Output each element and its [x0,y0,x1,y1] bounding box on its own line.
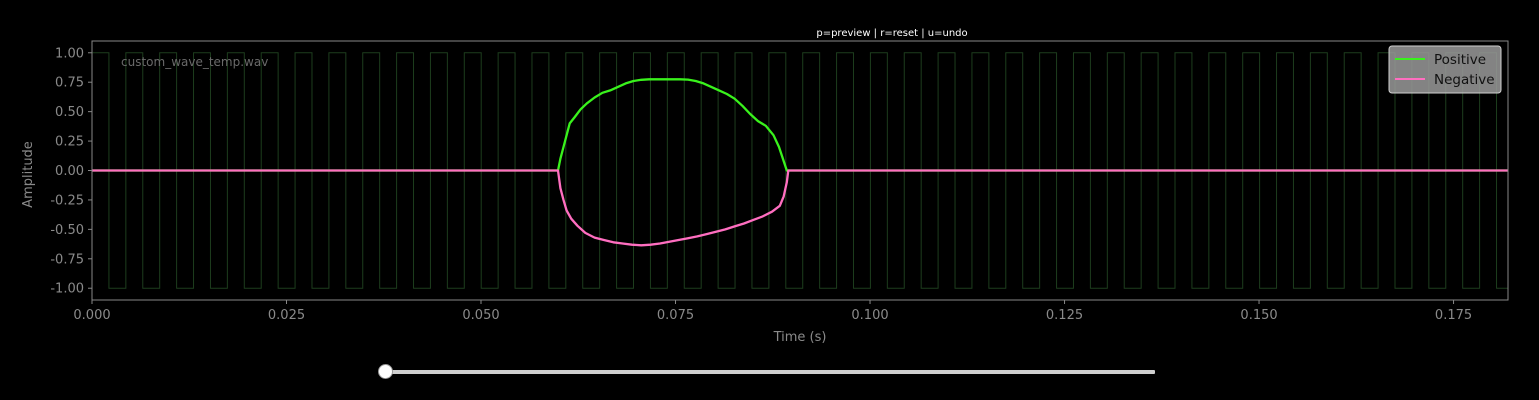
y-tick-label: 0.75 [55,76,84,91]
y-tick-label: 0.50 [55,105,84,120]
legend-label-positive: Positive [1434,52,1486,68]
x-tick-label: 0.125 [1046,308,1083,323]
keyboard-hint-text: p=preview | r=reset | u=undo [816,28,967,39]
series-layer [92,78,1508,247]
x-axis-label: Time (s) [773,330,827,345]
series-line-positive [92,78,1508,172]
x-tick-label: 0.000 [73,308,110,323]
y-tick-label: 1.00 [55,46,84,61]
x-tick-label: 0.075 [657,308,694,323]
series-line-negative [92,169,1508,247]
x-tick-label: 0.050 [462,308,499,323]
slider-handle[interactable] [378,364,393,379]
y-tick-label: -1.00 [50,282,84,297]
x-axis-ticks: 0.000 0.025 0.050 0.075 0.100 0.125 0.150 0.175 [73,300,1472,323]
slider-track[interactable] [385,370,1155,374]
y-axis-ticks: 1.00 0.75 0.50 0.25 0.00 -0.25 -0.50 -0.75 -1.00 [50,46,92,297]
y-tick-label: -0.50 [50,223,84,238]
y-tick-label: 0.00 [55,164,84,179]
y-tick-label: -0.75 [50,252,84,267]
position-slider[interactable] [378,364,1155,380]
legend-label-negative: Negative [1434,72,1495,88]
y-axis-label: Amplitude [21,141,36,208]
x-tick-label: 0.025 [268,308,305,323]
x-tick-label: 0.100 [851,308,888,323]
legend: Positive Negative [1388,45,1502,94]
y-tick-label: -0.25 [50,193,84,208]
x-tick-label: 0.150 [1240,308,1277,323]
legend-box [1388,45,1502,94]
x-tick-label: 0.175 [1435,308,1472,323]
file-name-label: custom_wave_temp.wav [121,55,268,69]
y-tick-label: 0.25 [55,135,84,150]
